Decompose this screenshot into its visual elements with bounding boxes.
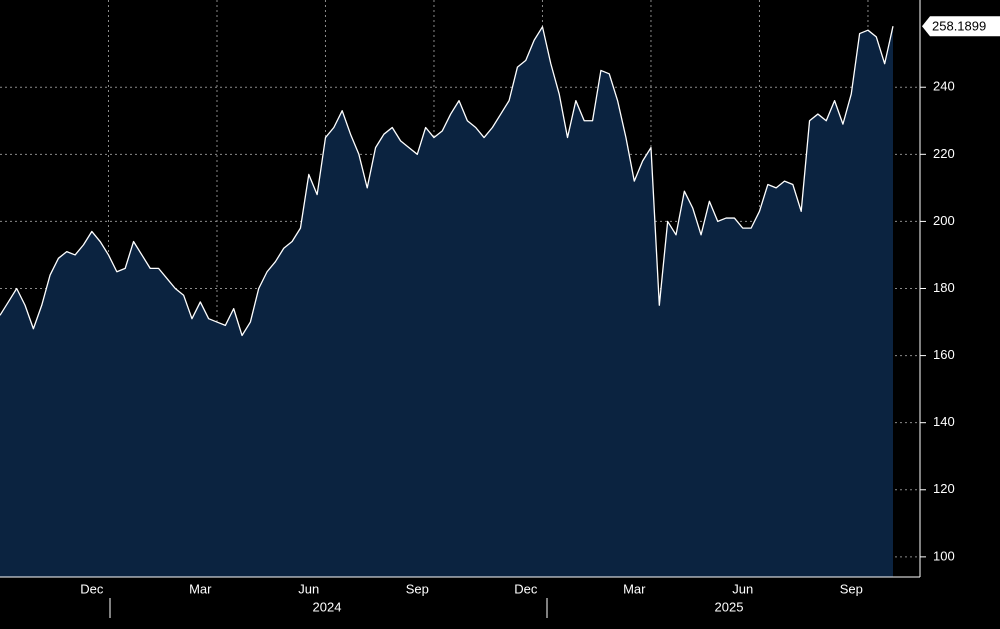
x-tick-label: Sep xyxy=(840,581,863,596)
x-tick-label: Jun xyxy=(732,581,753,596)
y-tick-label: 220 xyxy=(933,146,955,161)
x-tick-label: Sep xyxy=(406,581,429,596)
x-tick-label: Mar xyxy=(623,581,646,596)
x-tick-label: Dec xyxy=(80,581,104,596)
x-tick-label: Jun xyxy=(298,581,319,596)
plot xyxy=(0,26,894,577)
y-tick-label: 240 xyxy=(933,79,955,94)
y-tick-label: 180 xyxy=(933,280,955,295)
y-tick-label: 100 xyxy=(933,548,955,563)
y-tick-label: 120 xyxy=(933,481,955,496)
price-line xyxy=(0,26,894,337)
y-tick-label: 160 xyxy=(933,347,955,362)
year-label: 2024 xyxy=(313,599,342,614)
area-fill xyxy=(0,26,893,577)
axes: 100 120 140 160 180 200 220 240 Dec Mar Jun Sep Dec M… xyxy=(80,16,1000,596)
x-tick-label: Mar xyxy=(189,581,212,596)
x-tick-label: Dec xyxy=(514,581,538,596)
last-value-tag xyxy=(922,16,1000,37)
year-label: 2025 xyxy=(715,599,744,614)
y-tick-label: 200 xyxy=(933,213,955,228)
y-tick-label: 140 xyxy=(933,414,955,429)
last-value-label: 258.1899 xyxy=(932,19,986,34)
